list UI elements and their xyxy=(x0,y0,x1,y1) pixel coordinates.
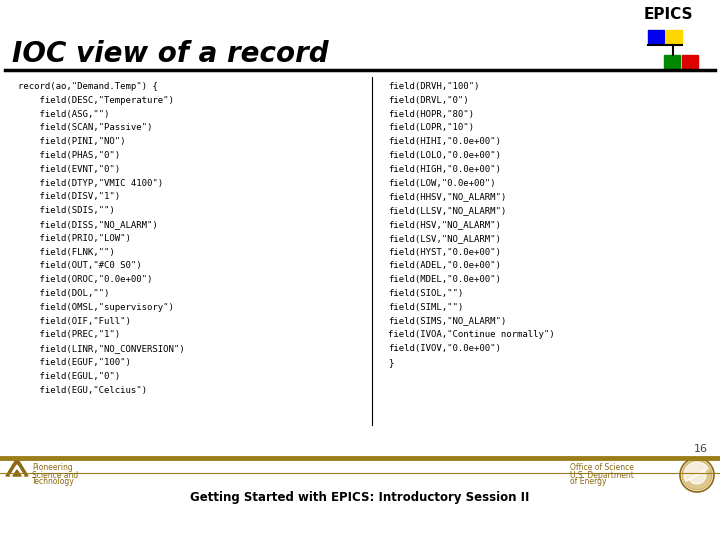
Bar xyxy=(664,55,680,69)
Text: field(SIOL,""): field(SIOL,"") xyxy=(388,289,463,298)
Text: field(LOW,"0.0e+00"): field(LOW,"0.0e+00") xyxy=(388,179,495,187)
Text: field(IVOA,"Continue normally"): field(IVOA,"Continue normally") xyxy=(388,330,554,340)
Bar xyxy=(648,30,664,44)
Text: field(DISV,"1"): field(DISV,"1") xyxy=(18,192,120,201)
Polygon shape xyxy=(10,465,24,476)
Text: field(FLNK,""): field(FLNK,"") xyxy=(18,248,114,256)
Text: Technology: Technology xyxy=(32,477,75,487)
Text: field(ASG,""): field(ASG,"") xyxy=(18,110,109,119)
Text: Science and: Science and xyxy=(32,470,78,480)
Text: field(MDEL,"0.0e+00"): field(MDEL,"0.0e+00") xyxy=(388,275,501,284)
Text: record(ao,"Demand.Temp") {: record(ao,"Demand.Temp") { xyxy=(18,82,158,91)
Text: field(HHSV,"NO_ALARM"): field(HHSV,"NO_ALARM") xyxy=(388,192,506,201)
Text: U.S. Department: U.S. Department xyxy=(570,470,634,480)
Text: field(PHAS,"0"): field(PHAS,"0") xyxy=(18,151,120,160)
Text: field(LOPR,"10"): field(LOPR,"10") xyxy=(388,124,474,132)
Text: }: } xyxy=(388,358,393,367)
Text: field(HSV,"NO_ALARM"): field(HSV,"NO_ALARM") xyxy=(388,220,501,229)
Text: field(HYST,"0.0e+00"): field(HYST,"0.0e+00") xyxy=(388,248,501,256)
Text: field(SCAN,"Passive"): field(SCAN,"Passive") xyxy=(18,124,153,132)
Text: field(HOPR,"80"): field(HOPR,"80") xyxy=(388,110,474,119)
Text: field(EGUF,"100"): field(EGUF,"100") xyxy=(18,358,131,367)
Text: IOC view of a record: IOC view of a record xyxy=(12,40,328,68)
Text: field(SDIS,""): field(SDIS,"") xyxy=(18,206,114,215)
Text: field(DESC,"Temperature"): field(DESC,"Temperature") xyxy=(18,96,174,105)
Text: field(OROC,"0.0e+00"): field(OROC,"0.0e+00") xyxy=(18,275,153,284)
Text: field(EGUL,"0"): field(EGUL,"0") xyxy=(18,372,120,381)
Text: field(EGU,"Celcius"): field(EGU,"Celcius") xyxy=(18,386,147,395)
Wedge shape xyxy=(689,470,706,484)
Text: field(OUT,"#C0 S0"): field(OUT,"#C0 S0") xyxy=(18,261,142,271)
Text: 16: 16 xyxy=(694,444,708,454)
Bar xyxy=(666,30,682,44)
Text: field(LINR,"NO_CONVERSION"): field(LINR,"NO_CONVERSION") xyxy=(18,344,184,353)
Text: field(LLSV,"NO_ALARM"): field(LLSV,"NO_ALARM") xyxy=(388,206,506,215)
Wedge shape xyxy=(682,460,712,490)
Text: field(HIGH,"0.0e+00"): field(HIGH,"0.0e+00") xyxy=(388,165,501,174)
Text: field(ADEL,"0.0e+00"): field(ADEL,"0.0e+00") xyxy=(388,261,501,271)
Text: field(PRIO,"LOW"): field(PRIO,"LOW") xyxy=(18,234,131,243)
Text: of Energy: of Energy xyxy=(570,477,606,487)
Text: field(LOLO,"0.0e+00"): field(LOLO,"0.0e+00") xyxy=(388,151,501,160)
Text: field(IVOV,"0.0e+00"): field(IVOV,"0.0e+00") xyxy=(388,344,501,353)
Bar xyxy=(682,55,698,69)
Text: field(EVNT,"0"): field(EVNT,"0") xyxy=(18,165,120,174)
Text: Pioneering: Pioneering xyxy=(32,463,73,472)
Polygon shape xyxy=(13,470,21,476)
Text: EPICS: EPICS xyxy=(644,7,693,22)
Text: field(DISS,"NO_ALARM"): field(DISS,"NO_ALARM") xyxy=(18,220,158,229)
Text: field(DRVH,"100"): field(DRVH,"100") xyxy=(388,82,480,91)
Text: field(DTYP,"VMIC 4100"): field(DTYP,"VMIC 4100") xyxy=(18,179,163,187)
Text: field(DRVL,"0"): field(DRVL,"0") xyxy=(388,96,469,105)
Text: field(SIMS,"NO_ALARM"): field(SIMS,"NO_ALARM") xyxy=(388,316,506,326)
Text: field(OIF,"Full"): field(OIF,"Full") xyxy=(18,316,131,326)
Polygon shape xyxy=(6,458,28,476)
Wedge shape xyxy=(684,462,708,482)
Text: field(SIML,""): field(SIML,"") xyxy=(388,303,463,312)
Text: field(PREC,"1"): field(PREC,"1") xyxy=(18,330,120,340)
Text: field(PINI,"NO"): field(PINI,"NO") xyxy=(18,137,125,146)
Text: field(LSV,"NO_ALARM"): field(LSV,"NO_ALARM") xyxy=(388,234,501,243)
Text: Office of Science: Office of Science xyxy=(570,463,634,472)
Text: Getting Started with EPICS: Introductory Session II: Getting Started with EPICS: Introductory… xyxy=(190,490,530,503)
Text: field(HIHI,"0.0e+00"): field(HIHI,"0.0e+00") xyxy=(388,137,501,146)
Text: field(DOL,""): field(DOL,"") xyxy=(18,289,109,298)
Text: field(OMSL,"supervisory"): field(OMSL,"supervisory") xyxy=(18,303,174,312)
